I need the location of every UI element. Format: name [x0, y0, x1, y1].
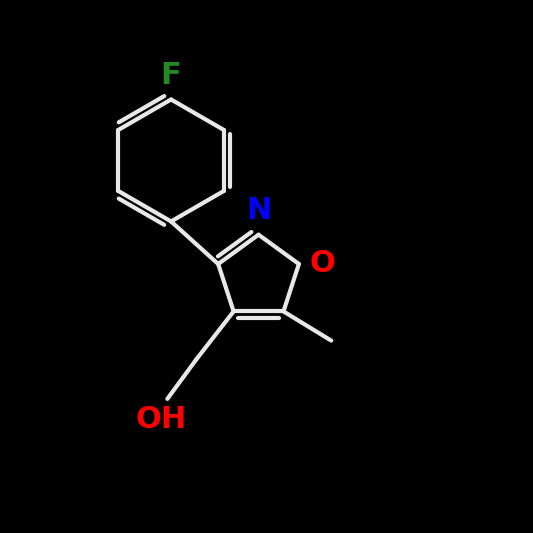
Text: O: O [310, 249, 335, 279]
Text: OH: OH [135, 405, 187, 434]
Text: F: F [160, 61, 181, 90]
Text: N: N [246, 196, 271, 225]
